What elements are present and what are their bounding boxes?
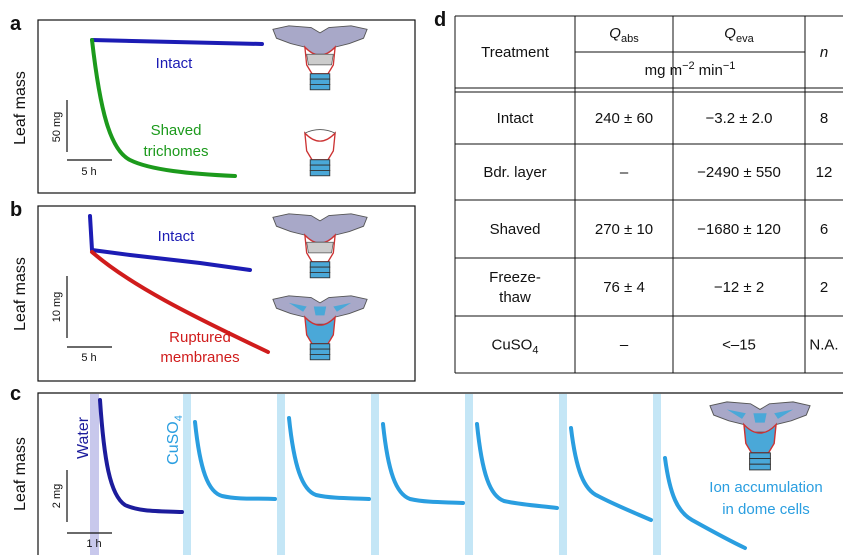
annotation: trichomes xyxy=(143,143,208,160)
panel-frame xyxy=(37,205,416,382)
table-body: Intact 240 ± 60 −3.2 ± 2.0 8 Bdr. layer – −249… xyxy=(483,110,838,357)
table-cell: −3.2 ± 2.0 xyxy=(705,110,772,127)
table-cell: <–15 xyxy=(722,337,756,354)
treatment-band xyxy=(465,394,473,555)
table-header: Qabs xyxy=(609,25,639,45)
leaf-icon xyxy=(304,128,336,177)
table-cell: Intact xyxy=(497,110,535,127)
table-cell: – xyxy=(620,164,629,181)
table-cell: Shaved xyxy=(490,221,541,238)
table-header: Qeva xyxy=(724,25,754,45)
scale-label: 10 mg xyxy=(51,292,63,323)
annotation: CuSO4 xyxy=(165,415,185,465)
panel-label: b xyxy=(10,199,22,221)
leaf-icon xyxy=(272,295,368,361)
curve-cuso4 xyxy=(287,416,371,501)
table-cell: Freeze- xyxy=(489,269,541,286)
annotation: Intact xyxy=(158,228,196,245)
scale-label: 50 mg xyxy=(51,112,63,143)
table-cell: – xyxy=(620,337,629,354)
treatment-band xyxy=(559,394,567,555)
table-cell: −12 ± 2 xyxy=(714,279,764,296)
y-label: Leaf mass xyxy=(12,437,29,511)
curve-cuso4 xyxy=(663,456,747,550)
annotation: Ruptured xyxy=(169,329,231,346)
annotation: Ion accumulation xyxy=(709,479,822,496)
curves-cuso4 xyxy=(193,416,747,550)
y-label: Leaf mass xyxy=(12,71,29,145)
curve-intact xyxy=(90,38,264,46)
table-cell: 8 xyxy=(820,110,828,127)
treatment-band xyxy=(653,394,661,555)
curve-cuso4 xyxy=(569,426,653,522)
leaf-icon xyxy=(272,25,368,91)
curve-ruptured xyxy=(90,250,270,354)
annotation: in dome cells xyxy=(722,501,810,518)
panel-a: a Leaf mass 50 mg 5 h Intact Shaved tric… xyxy=(10,13,416,194)
panel-label: d xyxy=(434,9,446,31)
leaf-icon xyxy=(272,213,368,279)
treatment-band xyxy=(183,394,191,555)
curve-cuso4 xyxy=(193,420,277,501)
scale-label: 1 h xyxy=(86,538,101,550)
table-cell: 270 ± 10 xyxy=(595,221,653,238)
curve-water xyxy=(98,398,184,514)
table-cell: −2490 ± 550 xyxy=(697,164,781,181)
panel-c: c Leaf mass 2 mg 1 h Water CuSO4 Ion acc… xyxy=(10,383,843,555)
table-header: Treatment xyxy=(481,44,550,61)
curve-intact xyxy=(88,214,252,272)
annotation: Intact xyxy=(156,55,194,72)
scale-label: 5 h xyxy=(81,166,96,178)
annotation: Shaved xyxy=(151,122,202,139)
scale-label: 2 mg xyxy=(51,484,63,508)
table-cell: N.A. xyxy=(809,337,838,354)
treatment-band xyxy=(371,394,379,555)
panel-label: c xyxy=(10,383,21,405)
treatment-band xyxy=(277,394,285,555)
table-units: mg m−2 min−1 xyxy=(645,60,736,79)
scale-label: 5 h xyxy=(81,352,96,364)
table-cell: thaw xyxy=(499,289,531,306)
annotation: membranes xyxy=(160,349,239,366)
table-grid xyxy=(454,15,843,374)
panel-frame xyxy=(37,19,416,194)
table-cell: −1680 ± 120 xyxy=(697,221,781,238)
annotation: Water xyxy=(75,416,92,459)
treatment-band xyxy=(90,394,99,555)
panel-label: a xyxy=(10,13,22,35)
table-cell: 6 xyxy=(820,221,828,238)
y-label: Leaf mass xyxy=(12,257,29,331)
table-cell: 12 xyxy=(816,164,833,181)
table-cell: 2 xyxy=(820,279,828,296)
table-cell: Bdr. layer xyxy=(483,164,546,181)
table-header: n xyxy=(820,44,828,61)
curve-shaved xyxy=(90,38,237,178)
curve-cuso4 xyxy=(381,422,465,505)
panel-frame xyxy=(37,392,843,555)
leaf-icon xyxy=(709,401,811,471)
table-cell: CuSO4 xyxy=(492,337,539,357)
curve-cuso4 xyxy=(475,422,559,510)
table-cell: 240 ± 60 xyxy=(595,110,653,127)
table: d Treatment Qabs Qeva mg m−2 min−1 n Inta… xyxy=(434,9,843,374)
panel-b: b Leaf mass 10 mg 5 h Intact Ruptured me… xyxy=(10,199,416,382)
table-cell: 76 ± 4 xyxy=(603,279,645,296)
